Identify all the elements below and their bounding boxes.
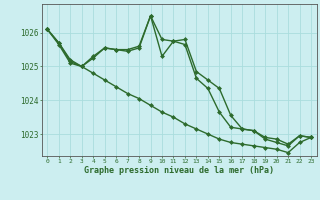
X-axis label: Graphe pression niveau de la mer (hPa): Graphe pression niveau de la mer (hPa)	[84, 166, 274, 175]
